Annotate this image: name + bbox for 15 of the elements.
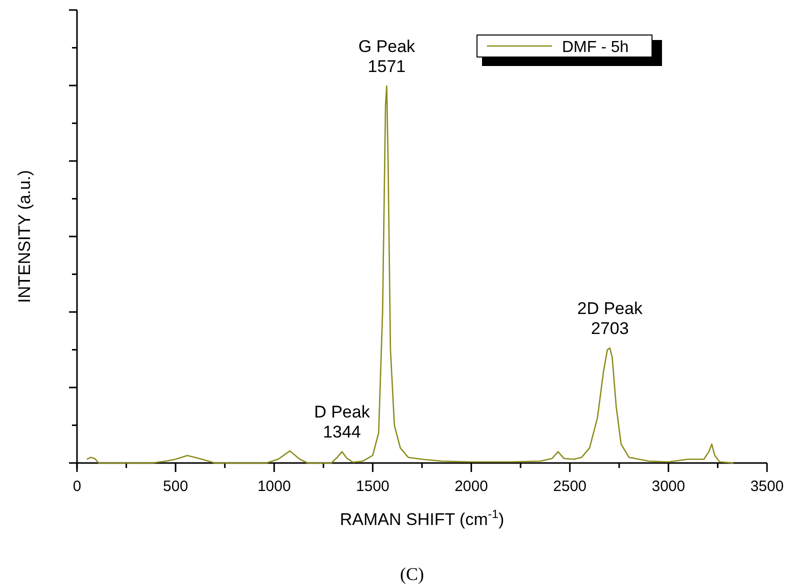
text: (C) [400,564,424,584]
x-tick-label: 0 [72,478,82,495]
x-tick-label: 1000 [257,478,291,495]
x-tick-label: 2000 [454,478,488,495]
x-tick-label: 500 [163,478,188,495]
x-tick-label: 3000 [652,478,686,495]
legend-label: DMF - 5h [562,39,629,56]
annotation: 2D Peak 2703 [577,299,643,338]
annotation: D Peak 1344 [314,402,370,442]
x-axis-title: RAMAN SHIFT (cm$^{-1}$) [340,507,504,529]
x-tick-label: 1500 [356,478,390,495]
x-tick-label: 2500 [553,478,587,495]
annotation: G Peak 1571 [358,37,416,76]
x-tick-label: 3500 [750,478,784,495]
y-axis-title: INTENSITY (a.u.) [15,170,34,303]
